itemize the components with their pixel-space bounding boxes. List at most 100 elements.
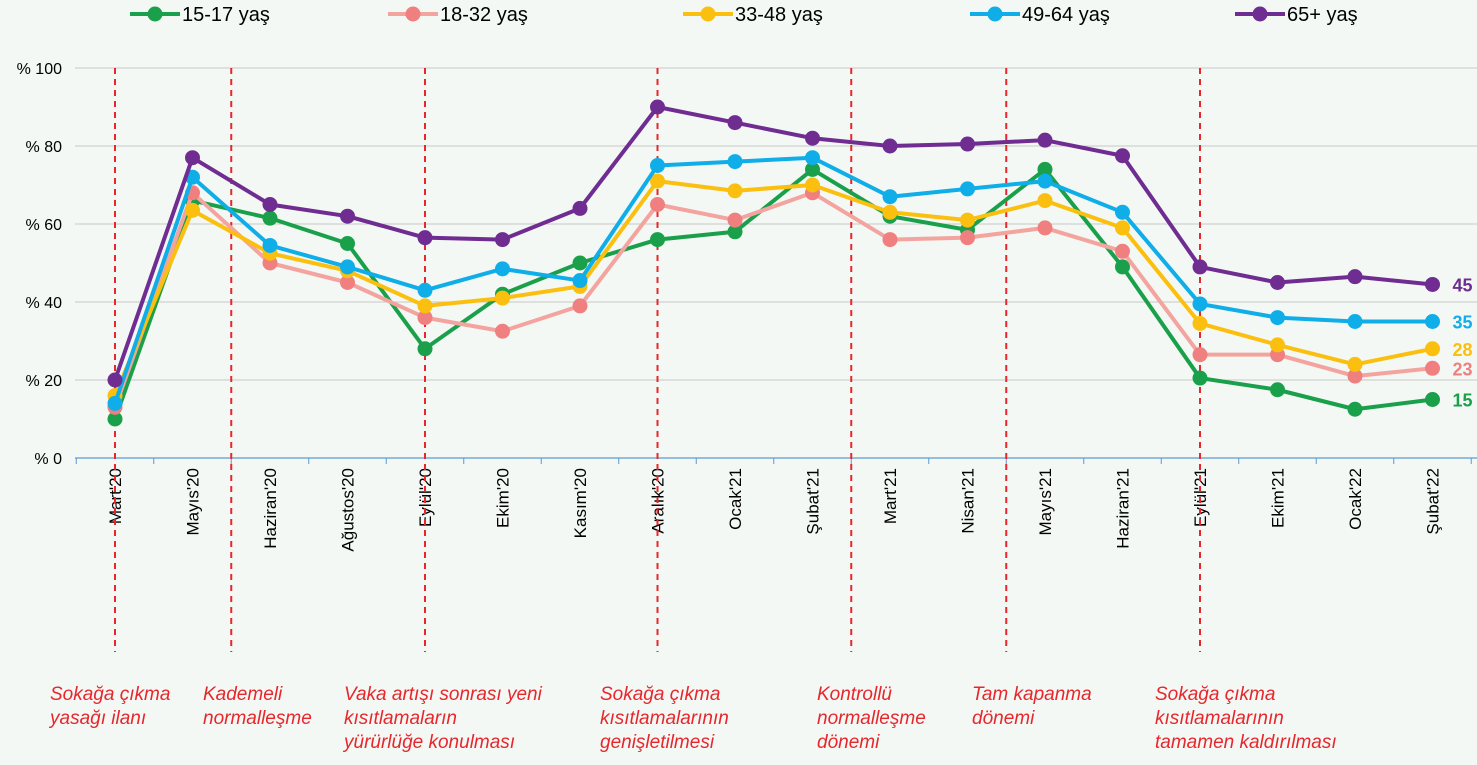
x-tick-label: Kasım'20 (571, 468, 590, 538)
data-point (495, 232, 510, 248)
data-point (572, 273, 588, 289)
data-point (417, 282, 433, 298)
data-point (650, 197, 665, 212)
event-annotation: yasağı ilanı (48, 708, 146, 729)
legend-label: 49-64 yaş (1022, 4, 1110, 26)
data-point (882, 232, 898, 248)
data-point (1270, 382, 1285, 398)
data-point (340, 208, 355, 224)
data-point (1425, 314, 1440, 329)
y-tick-label: % 80 (26, 139, 63, 156)
series-end-label: 23 (1453, 359, 1473, 379)
data-point (1115, 243, 1130, 259)
data-point (1115, 259, 1130, 275)
data-point (495, 261, 510, 277)
series-end-label: 15 (1453, 391, 1473, 411)
legend-label: 65+ yaş (1287, 4, 1358, 26)
data-point (650, 158, 665, 173)
series-line (113, 155, 1433, 405)
data-point (417, 310, 433, 326)
data-point (495, 323, 510, 339)
data-point (1192, 370, 1208, 386)
data-point (340, 259, 355, 275)
data-point (1037, 173, 1053, 189)
series-end-label: 35 (1453, 313, 1473, 333)
data-point (960, 212, 975, 228)
y-tick-label: % 40 (26, 295, 63, 312)
x-tick-label: Ocak'21 (726, 468, 745, 530)
data-point (1192, 296, 1208, 312)
data-point (805, 161, 820, 177)
series-end-label: 45 (1453, 275, 1473, 295)
data-point (1347, 401, 1363, 417)
event-annotation: Sokağa çıkma (1155, 684, 1275, 705)
data-point (572, 255, 588, 271)
data-point (1037, 132, 1053, 148)
data-point (185, 202, 200, 218)
data-point (107, 372, 123, 388)
data-point (960, 136, 975, 152)
data-point (572, 200, 588, 216)
data-point (262, 237, 278, 253)
data-point (417, 230, 433, 246)
legend-marker (147, 6, 163, 22)
data-point (650, 232, 665, 248)
event-annotation: genişletilmesi (600, 732, 715, 753)
data-point (1270, 337, 1285, 353)
legend-label: 18-32 yaş (440, 4, 528, 26)
data-point (727, 154, 743, 170)
series-line (113, 105, 1433, 381)
data-point (340, 236, 355, 251)
x-tick-label: Haziran'21 (1114, 468, 1133, 549)
data-point (805, 150, 820, 166)
x-tick-label: Mayıs'21 (1036, 468, 1055, 536)
event-annotation: kısıtlamalarının (600, 708, 729, 729)
legend-marker (987, 6, 1003, 22)
x-tick-label: Ocak'22 (1346, 468, 1365, 530)
series-line (113, 179, 1433, 397)
data-point (417, 298, 433, 314)
data-point (262, 210, 278, 226)
data-point (1192, 315, 1208, 331)
data-point (1115, 220, 1130, 236)
data-point (495, 290, 510, 306)
data-point (1347, 314, 1363, 329)
series-line (113, 167, 1433, 420)
event-annotation: tamamen kaldırılması (1155, 732, 1337, 753)
event-annotation: dönemi (817, 732, 880, 753)
data-point (650, 173, 665, 189)
data-point (1037, 220, 1053, 236)
data-point (107, 411, 123, 427)
data-point (1425, 392, 1440, 407)
data-point (727, 212, 743, 228)
event-annotation: dönemi (972, 708, 1035, 729)
event-annotation: normalleşme (203, 708, 312, 729)
data-point (1192, 347, 1208, 363)
y-tick-label: % 100 (17, 61, 62, 78)
series-line (113, 190, 1433, 408)
data-point (1037, 161, 1053, 177)
x-tick-label: Ekim'20 (494, 468, 513, 528)
x-tick-label: Şubat'21 (804, 468, 823, 535)
x-tick-label: Mart'21 (881, 468, 900, 524)
data-point (960, 181, 975, 197)
data-point (650, 99, 665, 115)
event-annotation: Tam kapanma (972, 684, 1092, 705)
data-point (960, 230, 975, 246)
data-point (882, 138, 898, 154)
event-annotation: kısıtlamaların (344, 708, 457, 729)
data-point (1425, 360, 1440, 376)
data-point (727, 224, 743, 240)
x-tick-label: Mart'20 (106, 468, 125, 524)
data-point (107, 395, 123, 411)
data-point (1347, 368, 1363, 384)
data-point (1037, 193, 1053, 209)
data-point (1347, 356, 1363, 372)
event-annotation: normalleşme (817, 708, 926, 729)
data-point (572, 298, 588, 314)
data-point (805, 177, 820, 193)
event-annotation: yürürlüğe konulması (342, 732, 515, 753)
data-point (1270, 310, 1285, 326)
